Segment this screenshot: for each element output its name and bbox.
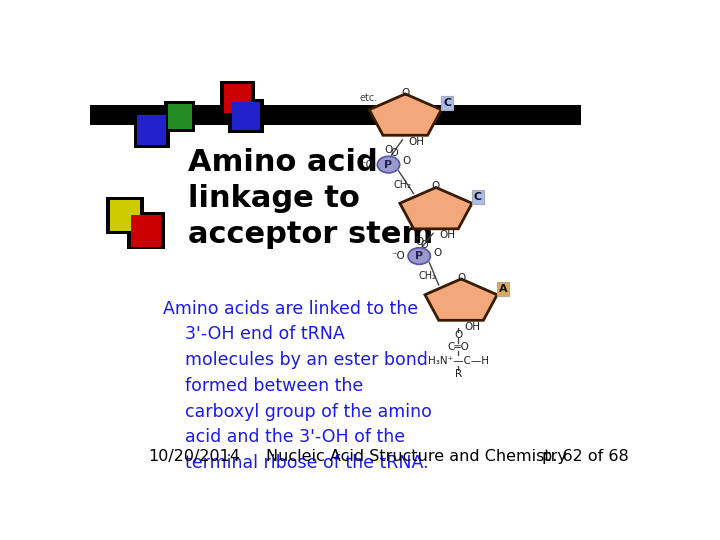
- Text: Nucleic Acid Structure and Chemistry: Nucleic Acid Structure and Chemistry: [266, 449, 567, 464]
- Bar: [220, 82, 255, 116]
- Text: Amino acid
linkage to
acceptor stem: Amino acid linkage to acceptor stem: [188, 148, 433, 249]
- Text: O: O: [384, 145, 392, 155]
- Text: P: P: [384, 160, 392, 170]
- Text: ⁻O: ⁻O: [361, 160, 374, 170]
- Bar: [109, 200, 140, 231]
- Polygon shape: [425, 279, 497, 320]
- Bar: [138, 114, 166, 145]
- Text: A: A: [499, 284, 507, 294]
- Text: O: O: [454, 330, 462, 340]
- Bar: [106, 197, 144, 234]
- Text: Amino acids are linked to the
    3'-OH end of tRNA
    molecules by an ester bo: Amino acids are linked to the 3'-OH end …: [163, 300, 431, 472]
- Polygon shape: [369, 94, 441, 136]
- Bar: [228, 99, 264, 133]
- Text: O: O: [457, 273, 465, 282]
- Text: etc.: etc.: [360, 93, 378, 103]
- Text: ⁻O: ⁻O: [391, 251, 405, 261]
- Text: O: O: [432, 181, 440, 191]
- Text: OH: OH: [408, 137, 424, 147]
- Text: 10/20/2014: 10/20/2014: [148, 449, 240, 464]
- Text: P: P: [415, 251, 423, 261]
- Bar: [90, 105, 581, 125]
- Text: C: C: [443, 98, 451, 109]
- Text: O: O: [415, 237, 423, 247]
- Bar: [127, 212, 166, 249]
- Text: C: C: [474, 192, 482, 202]
- Text: OH: OH: [439, 230, 455, 240]
- Text: R: R: [455, 369, 462, 379]
- Text: O: O: [433, 248, 442, 258]
- Text: H₃N⁺—C—H: H₃N⁺—C—H: [428, 356, 489, 366]
- Bar: [233, 102, 260, 130]
- Text: CH₂: CH₂: [394, 180, 412, 190]
- Circle shape: [408, 248, 431, 265]
- Bar: [168, 104, 192, 129]
- Bar: [164, 102, 195, 132]
- Text: O: O: [390, 148, 398, 158]
- Text: p. 62 of 68: p. 62 of 68: [542, 449, 629, 464]
- Bar: [133, 112, 171, 147]
- Text: OH: OH: [464, 322, 480, 332]
- Text: CH₂: CH₂: [418, 271, 436, 281]
- Circle shape: [377, 156, 400, 173]
- Bar: [131, 215, 161, 246]
- Text: C═O: C═O: [447, 342, 469, 352]
- Text: O: O: [401, 87, 410, 98]
- Polygon shape: [400, 187, 472, 229]
- Text: O: O: [421, 240, 428, 250]
- Text: O: O: [402, 156, 411, 166]
- Bar: [224, 84, 251, 113]
